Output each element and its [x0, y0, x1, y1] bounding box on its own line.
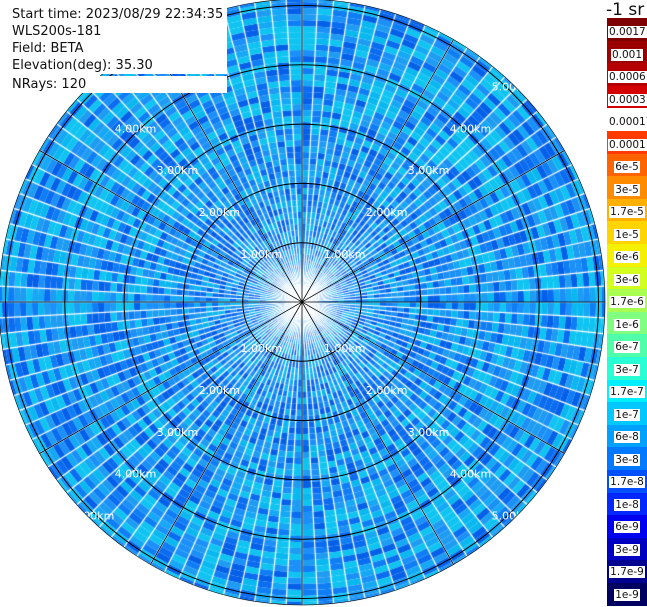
range-ring-label: 4.00km — [450, 122, 492, 135]
range-ring-label: 4.00km — [450, 468, 492, 481]
colorbar-tick-label: 6e-6 — [614, 251, 640, 263]
range-ring-label: 3.00km — [157, 164, 199, 177]
colorbar-tick-label: 1.7e-6 — [609, 296, 645, 308]
colorbar-tick-label: 6e-5 — [614, 161, 640, 173]
colorbar-tick-label: 3e-9 — [614, 543, 640, 556]
colorbar-tick-label: 1e-5 — [614, 228, 640, 241]
colorbar-tick-label: 3e-5 — [614, 183, 640, 196]
colorbar-tick-label: 0.0003 — [608, 93, 647, 106]
colorbar-tick-label: 1.7e-8 — [609, 476, 645, 488]
range-ring — [242, 242, 362, 362]
field-name: Field: BETA — [12, 40, 86, 57]
colorbar-tick-label: 3e-6 — [614, 273, 640, 286]
range-ring — [5, 5, 599, 599]
colorbar-tick-label: 0.001 — [610, 48, 644, 61]
colorbar-tick-label: 1.7e-9 — [609, 566, 645, 578]
range-ring-label: 1.00km — [324, 342, 366, 355]
elevation: Elevation(deg): 35.30 — [12, 57, 155, 74]
range-ring-label: 4.00km — [115, 122, 157, 135]
colorbar-tick-label: 1e-8 — [614, 498, 640, 511]
range-ring-label: 1.00km — [240, 342, 282, 355]
outer-ring — [0, 0, 606, 606]
range-ring-label: 2.00km — [366, 384, 408, 397]
colorbar-tick-label: 3e-7 — [614, 363, 640, 376]
ppi-scan-field — [0, 0, 607, 607]
colorbar — [607, 18, 647, 607]
range-rings-overlay: 1.00km 1.00km 1.00km 1.00km 2.00km 2.00km 2.00… — [0, 0, 606, 606]
range-ring-label: 4.00km — [115, 468, 157, 481]
range-ring-label: 2.00km — [199, 384, 241, 397]
start-time: Start time: 2023/08/29 22:34:35 — [12, 6, 226, 23]
colorbar-tick-label: 1e-7 — [614, 408, 640, 421]
colorbar-tick-label: 1e-6 — [614, 318, 640, 331]
nrays: NRays: 120 — [12, 76, 89, 93]
scan-info: Start time: 2023/08/29 22:34:35 WLS200s-… — [12, 6, 228, 93]
colorbar-tick-label: 3e-8 — [614, 453, 640, 466]
colorbar-tick-label: 0.00017 — [608, 116, 647, 128]
range-ring-label: 1.00km — [324, 248, 366, 261]
range-ring-label: 3.00km — [408, 164, 450, 177]
colorbar-tick-label: 6e-8 — [614, 431, 640, 443]
colorbar-tick-label: 1.7e-7 — [609, 386, 645, 398]
range-ring-label: 3.00km — [408, 426, 450, 439]
range-ring-label: 5.00km — [73, 510, 115, 523]
instrument-name: WLS200s-181 — [12, 23, 104, 40]
range-ring — [182, 182, 422, 422]
colorbar-tick-label: 1e-9 — [614, 588, 640, 601]
colorbar-tick-label: 0.0001 — [608, 138, 647, 151]
colorbar-tick-label: 6e-9 — [614, 521, 640, 533]
range-ring-label: 1.00km — [240, 248, 282, 261]
colorbar-unit: -1 sr — [606, 0, 645, 20]
range-ring — [64, 64, 540, 540]
colorbar-tick-label: 1.7e-5 — [609, 206, 645, 218]
range-ring-label: 2.00km — [199, 206, 241, 219]
colorbar-tick-label: 6e-7 — [614, 341, 640, 353]
colorbar-tick-label: 0.0006 — [608, 71, 647, 83]
range-ring-label: 3.00km — [157, 426, 199, 439]
colorbar-tick-label: 0.0017 — [608, 26, 647, 38]
range-ring — [123, 123, 481, 481]
range-ring-label: 5.00km — [492, 510, 534, 523]
azimuth-spoke — [39, 150, 565, 454]
range-ring-label: 2.00km — [366, 206, 408, 219]
range-ring-label: 5.00km — [492, 80, 534, 93]
